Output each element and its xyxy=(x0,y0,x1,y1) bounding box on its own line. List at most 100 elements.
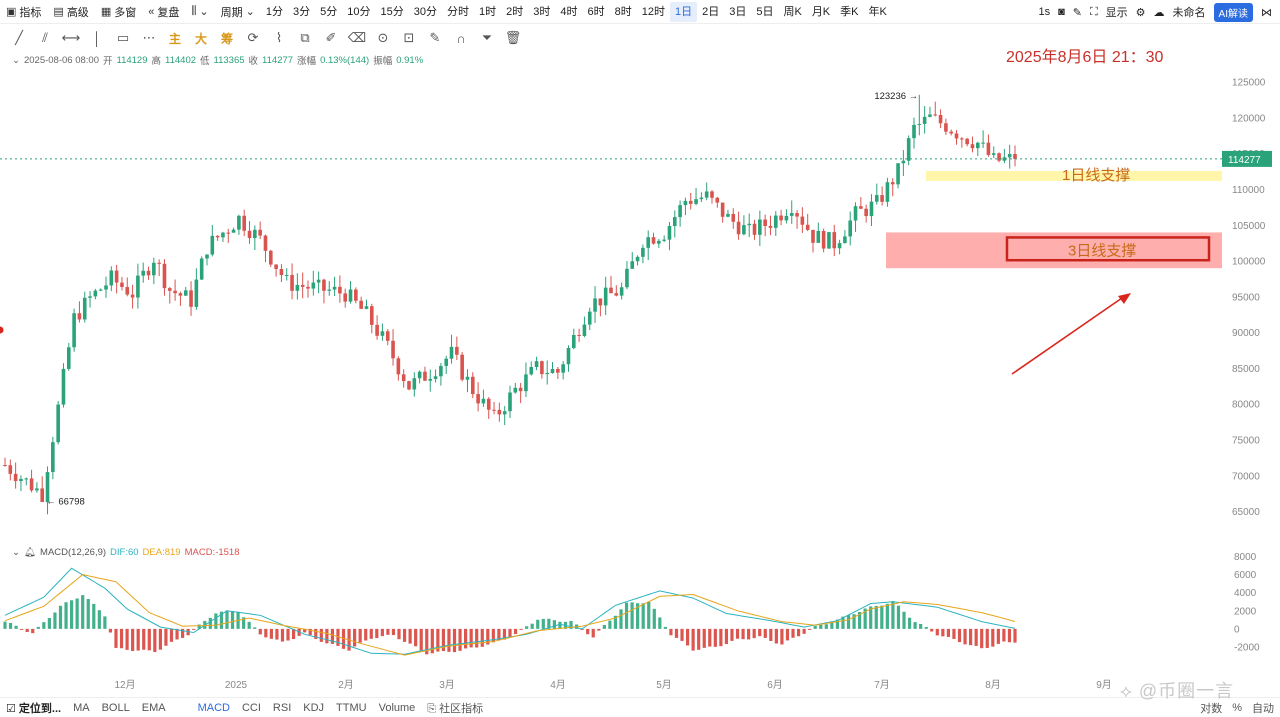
timeframe-0[interactable]: 1分 xyxy=(265,5,283,18)
timeframe-14[interactable]: 1日 xyxy=(669,1,698,22)
candle-45 xyxy=(242,209,247,237)
chip-distribution-tool[interactable]: 筹 xyxy=(220,31,233,46)
trash-icon[interactable]: 🗑 xyxy=(504,30,522,45)
timeframe-19[interactable]: 月K xyxy=(811,5,831,18)
big-order-tool[interactable]: 大 xyxy=(194,31,207,46)
indicator-ma[interactable]: MA xyxy=(73,701,90,714)
indicator-rsi[interactable]: RSI xyxy=(272,701,292,714)
timeframe-13[interactable]: 12时 xyxy=(641,5,665,18)
candle-body-181 xyxy=(965,138,969,145)
sync-icon[interactable]: ⟳ xyxy=(247,30,259,45)
macd-bar-163 xyxy=(907,617,912,629)
candle-body-14 xyxy=(77,313,82,320)
indicator-ttmu[interactable]: TTMU xyxy=(336,701,367,714)
macd-bar-78 xyxy=(436,628,440,652)
advanced-button[interactable]: ▤ 高级 xyxy=(47,1,94,23)
chevron-down-icon: ⌄ xyxy=(199,6,209,18)
candle-136 xyxy=(726,209,730,218)
fullscreen-icon[interactable]: ⛶ xyxy=(1089,5,1098,18)
glasses-icon[interactable]: ⊙ xyxy=(377,30,389,45)
timeframe-16[interactable]: 3日 xyxy=(729,5,747,18)
candle-body-176 xyxy=(938,114,943,124)
candle-65 xyxy=(348,281,353,304)
timeframe-17[interactable]: 5日 xyxy=(756,5,774,18)
auto-scale-button[interactable]: 自动 xyxy=(1252,703,1274,715)
more-icon[interactable]: ⋯ xyxy=(142,30,156,45)
timeframe-6[interactable]: 分时 xyxy=(446,5,469,18)
bell-icon[interactable]: 🔔︎ xyxy=(23,547,37,558)
display-button[interactable]: 显示 xyxy=(1105,7,1128,19)
timeframe-2[interactable]: 5分 xyxy=(320,5,338,18)
collapse-icon[interactable]: ⌄ xyxy=(12,547,20,558)
candle-body-64 xyxy=(343,293,348,302)
trend-line-icon[interactable]: ╱ xyxy=(15,30,23,45)
camera-icon[interactable]: ◙ xyxy=(1058,6,1065,18)
horizontal-line-icon[interactable]: ⟷ xyxy=(61,30,81,45)
copy-icon[interactable]: ⧉ xyxy=(300,30,310,45)
candle-57 xyxy=(306,280,310,298)
percent-scale-button[interactable]: % xyxy=(1232,702,1242,714)
goto-button[interactable]: ☑ 定位到... xyxy=(6,702,62,715)
timeframe-11[interactable]: 6时 xyxy=(587,5,605,18)
close-label: 收 xyxy=(248,56,259,67)
timeframe-12[interactable]: 8时 xyxy=(614,5,632,18)
timeframe-10[interactable]: 4时 xyxy=(560,5,578,18)
indicator-cci[interactable]: CCI xyxy=(241,701,261,714)
ai-interpret-button[interactable]: AI解读 xyxy=(1213,2,1253,22)
interval-label[interactable]: 1s xyxy=(1038,6,1051,18)
pen-icon[interactable]: ✎ xyxy=(1072,6,1082,19)
brush-icon[interactable]: ✐ xyxy=(325,30,337,45)
indicator-volume[interactable]: Volume xyxy=(378,701,416,714)
replay-button[interactable]: « 复盘 xyxy=(142,1,185,23)
note-icon[interactable]: ✎ xyxy=(429,30,441,45)
indicator-kdj[interactable]: KDJ xyxy=(303,701,325,714)
macd-bar-129 xyxy=(719,628,723,647)
timeframe-1[interactable]: 3分 xyxy=(292,5,311,18)
candle-188 xyxy=(1002,148,1007,164)
indicator-boll[interactable]: BOLL xyxy=(101,701,130,714)
timeframe-4[interactable]: 15分 xyxy=(380,5,404,18)
timeframe-15[interactable]: 2日 xyxy=(702,5,720,18)
share-icon[interactable]: ⋈ xyxy=(1261,6,1272,19)
community-indicators[interactable]: ⎘ 社区指标 xyxy=(427,702,484,715)
settings-icon[interactable]: ⚙ xyxy=(1135,6,1146,19)
candle-body-86 xyxy=(460,354,464,380)
filter-icon[interactable]: ⏷ xyxy=(481,30,493,45)
timeframe-5[interactable]: 30分 xyxy=(413,5,437,18)
timeframe-9[interactable]: 3时 xyxy=(533,5,551,18)
multi-window-button[interactable]: ▦ 多窗 xyxy=(95,1,142,23)
macd-bar-151 xyxy=(841,616,845,629)
magnet-icon[interactable]: ∩ xyxy=(456,30,466,46)
vertical-line-icon[interactable]: │ xyxy=(92,30,102,46)
timeframe-20[interactable]: 季K xyxy=(840,5,859,18)
indicator-ema[interactable]: EMA xyxy=(141,701,166,714)
chart-type-button[interactable]: ⫼ ⌄ xyxy=(185,1,214,23)
candle-61 xyxy=(327,281,332,296)
cloud-icon: ☁ xyxy=(1153,6,1165,19)
main-force-tool[interactable]: 主 xyxy=(168,31,181,46)
candle-130 xyxy=(694,188,698,206)
timeframe-7[interactable]: 1时 xyxy=(478,5,497,18)
timeframe-8[interactable]: 2时 xyxy=(506,5,524,18)
log-scale-button[interactable]: 对数 xyxy=(1200,703,1223,715)
candle-body-145 xyxy=(773,215,778,228)
indicators-button[interactable]: ▣ 指标 xyxy=(0,1,47,23)
timeframe-21[interactable]: 年K xyxy=(868,5,887,18)
parallel-channel-icon[interactable]: ⫽ xyxy=(42,30,48,45)
timeframe-18[interactable]: 周K xyxy=(783,5,802,18)
layout-name-dropdown[interactable]: 未命名 xyxy=(1172,7,1206,19)
macd-bar-95 xyxy=(530,623,534,629)
indicator-macd[interactable]: MACD xyxy=(197,701,230,714)
lock-icon[interactable]: ⊡ xyxy=(403,30,415,45)
timeframe-3[interactable]: 10分 xyxy=(347,5,371,18)
time-axis: 12月 2025 2月 3月 4月 5月 6月 7月 8月 9月 xyxy=(114,679,1111,691)
rectangle-icon[interactable]: ▭ xyxy=(116,30,130,45)
period-dropdown[interactable]: 周期 ⌄ xyxy=(215,1,261,23)
eraser-icon[interactable]: ⌫ xyxy=(347,30,367,45)
candle-body-141 xyxy=(752,223,757,235)
macd-bar-35 xyxy=(197,624,201,629)
candle-body-32 xyxy=(173,290,177,294)
collapse-icon[interactable]: ⌄ xyxy=(12,54,20,66)
ruler-icon[interactable]: ⌇ xyxy=(275,30,283,45)
